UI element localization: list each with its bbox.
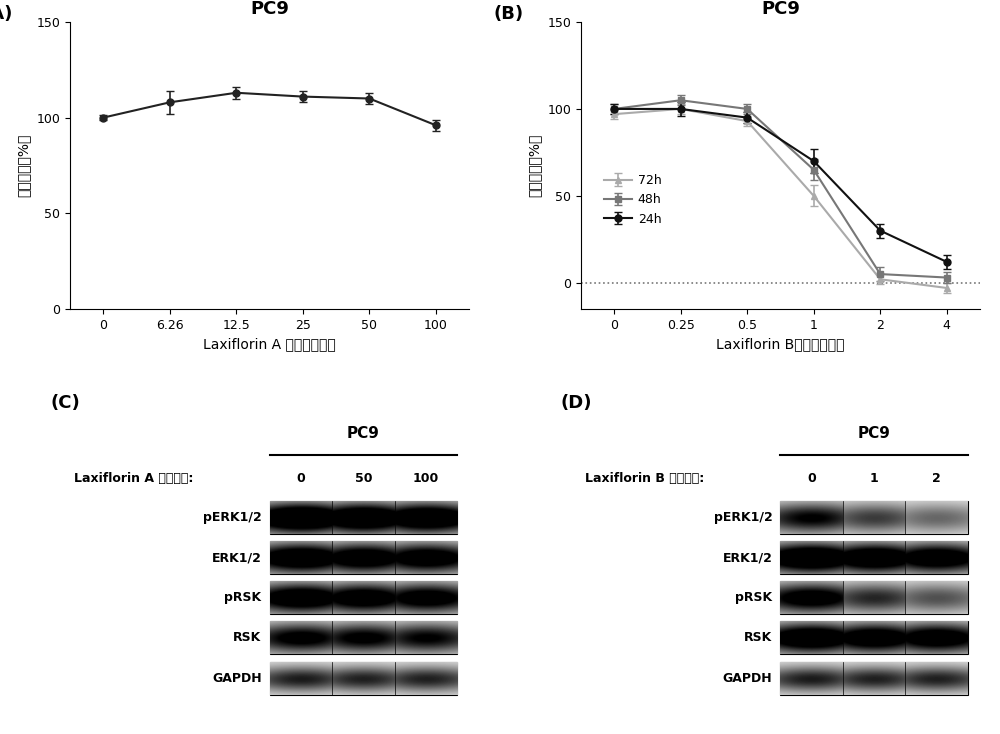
Text: (B): (B): [493, 5, 523, 23]
Bar: [270, 501, 457, 534]
Text: RSK: RSK: [744, 631, 772, 644]
Bar: [780, 622, 968, 655]
Text: 1: 1: [870, 472, 879, 485]
Text: 0: 0: [296, 472, 305, 485]
Bar: [780, 581, 968, 614]
Y-axis label: 细胞活力（%）: 细胞活力（%）: [528, 134, 542, 197]
Text: (A): (A): [0, 5, 13, 23]
Bar: [270, 581, 457, 614]
Text: (C): (C): [50, 394, 80, 412]
Text: pERK1/2: pERK1/2: [203, 511, 262, 524]
Legend: 72h, 48h, 24h: 72h, 48h, 24h: [599, 169, 667, 230]
Y-axis label: 细胞活力（%）: 细胞活力（%）: [17, 134, 31, 197]
Text: 2: 2: [932, 472, 941, 485]
Title: PC9: PC9: [761, 0, 800, 18]
X-axis label: Laxiflorin B浓度（微摩）: Laxiflorin B浓度（微摩）: [716, 337, 845, 351]
Text: Laxiflorin A （微摩）:: Laxiflorin A （微摩）:: [74, 472, 193, 485]
X-axis label: Laxiflorin A 浓度（微摩）: Laxiflorin A 浓度（微摩）: [203, 337, 336, 351]
Text: ERK1/2: ERK1/2: [212, 551, 262, 564]
Bar: [270, 622, 457, 655]
Text: GAPDH: GAPDH: [723, 672, 772, 685]
Bar: [780, 661, 968, 694]
Bar: [780, 541, 968, 574]
Bar: [270, 541, 457, 574]
Text: ERK1/2: ERK1/2: [723, 551, 772, 564]
Text: 100: 100: [413, 472, 439, 485]
Text: pERK1/2: pERK1/2: [714, 511, 772, 524]
Text: GAPDH: GAPDH: [212, 672, 262, 685]
Text: 50: 50: [355, 472, 372, 485]
Text: PC9: PC9: [347, 426, 380, 441]
Text: pRSK: pRSK: [735, 592, 772, 604]
Text: 0: 0: [807, 472, 816, 485]
Text: pRSK: pRSK: [224, 592, 262, 604]
Title: PC9: PC9: [250, 0, 289, 18]
Bar: [780, 501, 968, 534]
Bar: [270, 661, 457, 694]
Text: PC9: PC9: [858, 426, 891, 441]
Text: Laxiflorin B （微摩）:: Laxiflorin B （微摩）:: [585, 472, 704, 485]
Text: RSK: RSK: [233, 631, 262, 644]
Text: (D): (D): [561, 394, 592, 412]
